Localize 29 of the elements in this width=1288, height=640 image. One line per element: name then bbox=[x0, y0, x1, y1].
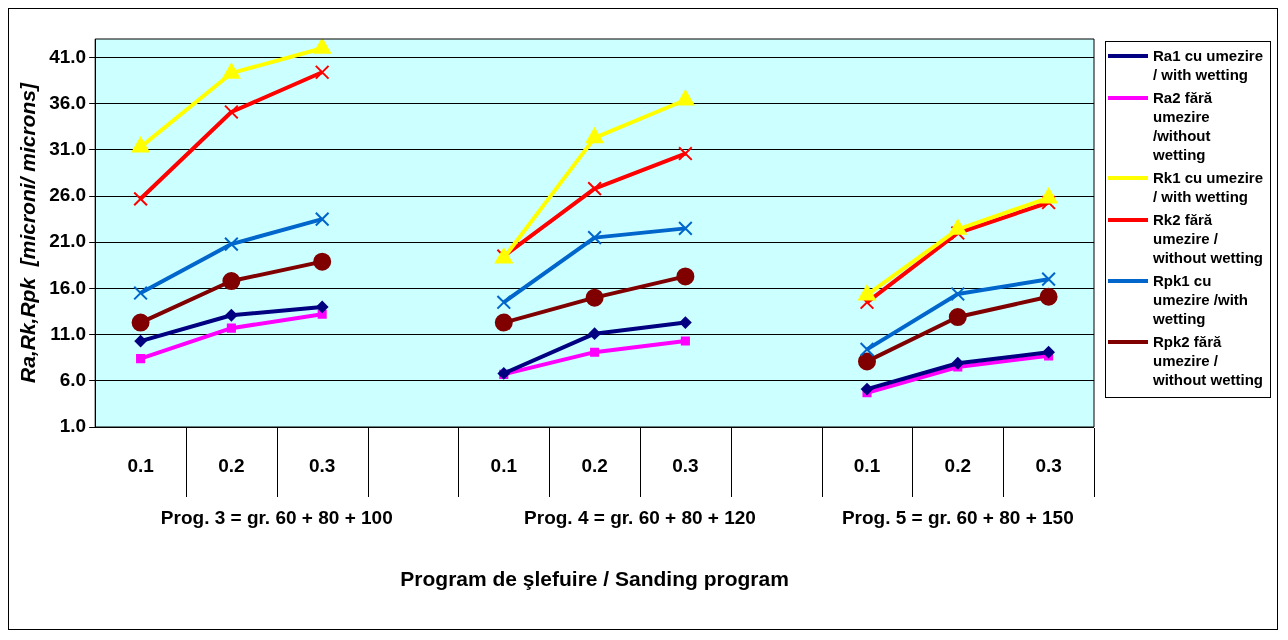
text: Prog. 3 = gr. 60 + 80 + 100 bbox=[160, 507, 393, 529]
legend-label: Rpk2 fără umezire / without wetting bbox=[1153, 332, 1264, 389]
y-axis-title: Ra,Rk,Rpk [microni/ microns] bbox=[16, 82, 40, 383]
y-tick-label: 11.0 bbox=[50, 322, 87, 344]
x-axis-title: Program de şlefuire / Sanding program bbox=[400, 567, 789, 591]
y-tick-label: 26.0 bbox=[49, 184, 87, 206]
y-tick-label: 6.0 bbox=[59, 369, 87, 391]
text: Prog. 4 = gr. 60 + 80 + 120 bbox=[524, 507, 756, 529]
y-tick-label: 1.0 bbox=[59, 415, 87, 437]
x-tick-label: 0.1 bbox=[127, 454, 155, 476]
legend-label: Rk1 cu umezire / with wetting bbox=[1153, 168, 1265, 206]
x-tick-label: 0.1 bbox=[853, 454, 881, 476]
x-tick-label: 0.2 bbox=[581, 454, 608, 476]
text: Prog. 5 = gr. 60 + 80 + 150 bbox=[841, 507, 1074, 529]
x-tick-label: 0.3 bbox=[308, 454, 336, 476]
y-tick-label: 21.0 bbox=[49, 230, 87, 252]
legend-label: Ra1 cu umezire / with wetting bbox=[1153, 46, 1265, 84]
x-tick-label: 0.3 bbox=[1035, 454, 1062, 476]
y-tick-label: 36.0 bbox=[49, 91, 87, 113]
legend-label: Ra2 fără umezire /without wetting bbox=[1153, 88, 1214, 164]
x-tick-label: 0.2 bbox=[218, 454, 245, 476]
x-tick-label: 0.2 bbox=[944, 454, 972, 476]
x-tick-label: 0.1 bbox=[490, 454, 518, 476]
legend-label: Rk2 fără umezire / without wetting bbox=[1153, 210, 1264, 267]
legend-label: Rpk1 cu umezire /with wetting bbox=[1153, 271, 1250, 328]
y-tick-label: 41.0 bbox=[49, 45, 87, 67]
y-tick-label: 16.0 bbox=[49, 276, 87, 298]
y-tick-label: 31.0 bbox=[49, 138, 87, 160]
x-tick-label: 0.3 bbox=[672, 454, 699, 476]
